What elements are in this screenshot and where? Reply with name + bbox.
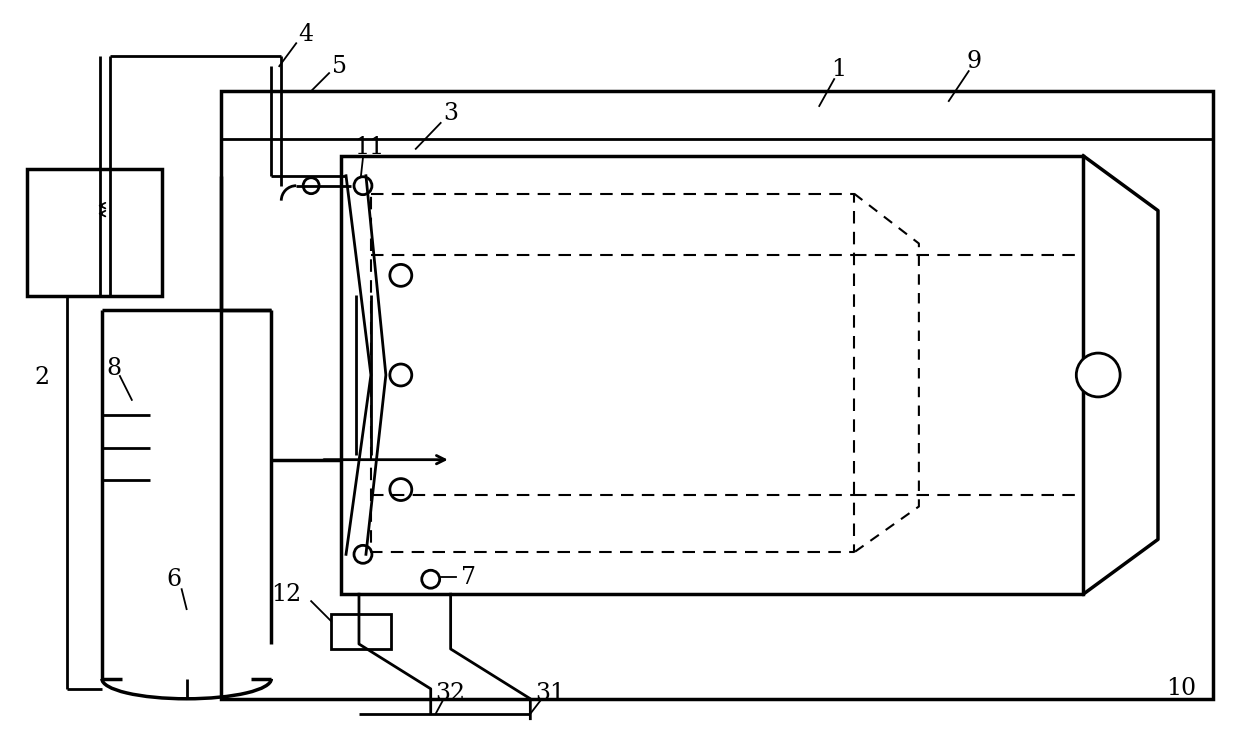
Bar	[27, 169, 161, 296]
Text: 11: 11	[353, 137, 384, 160]
Circle shape	[389, 479, 412, 501]
Text: 6: 6	[166, 568, 181, 591]
Circle shape	[353, 177, 372, 195]
Text: 3: 3	[443, 102, 458, 125]
Circle shape	[353, 545, 372, 563]
Text: 2: 2	[35, 366, 50, 389]
Text: 32: 32	[435, 683, 466, 705]
Text: 4: 4	[299, 23, 314, 46]
Text: 12: 12	[272, 583, 301, 606]
Text: 7: 7	[461, 565, 476, 589]
Circle shape	[304, 178, 319, 194]
Circle shape	[422, 570, 440, 588]
Circle shape	[389, 264, 412, 286]
Bar	[331, 614, 391, 649]
Text: 1: 1	[832, 57, 847, 81]
Bar	[222, 91, 1213, 699]
Text: 5: 5	[331, 54, 346, 78]
Text: 9: 9	[966, 50, 981, 72]
Text: 10: 10	[1166, 677, 1195, 700]
Bar	[341, 156, 1084, 594]
Text: 31: 31	[536, 683, 565, 705]
Text: 8: 8	[107, 357, 122, 380]
Circle shape	[1076, 353, 1120, 397]
Circle shape	[389, 364, 412, 386]
